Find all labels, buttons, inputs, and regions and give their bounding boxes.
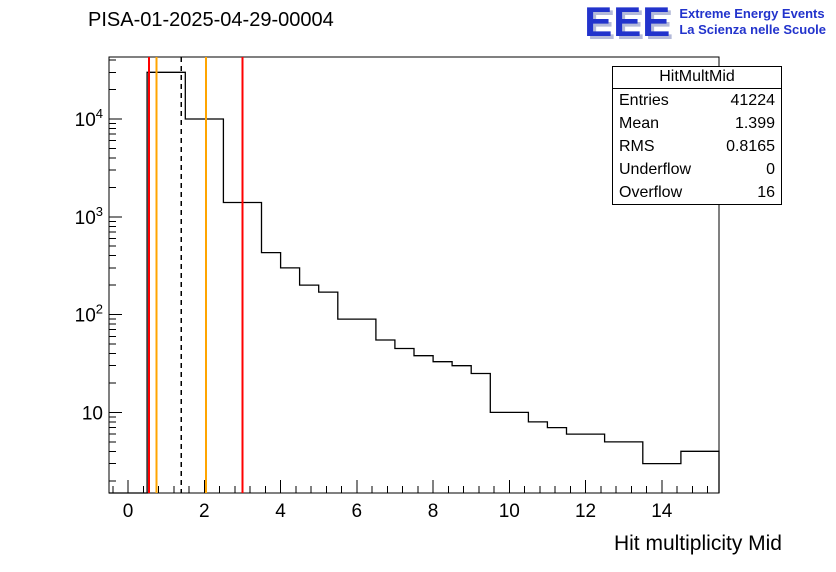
eee-logo-subtitles: Extreme Energy Events La Scienza nelle S…: [679, 2, 826, 38]
stats-title: HitMultMid: [613, 67, 781, 89]
logo-subtitle-1: Extreme Energy Events: [679, 6, 825, 21]
y-tick-label: 103: [75, 204, 103, 229]
x-tick-label: 2: [199, 501, 210, 522]
eee-logo-text: EEE: [584, 0, 672, 45]
stats-row: Entries 41224: [613, 89, 781, 112]
stats-value: 0: [766, 160, 775, 178]
stats-value: 41224: [730, 91, 776, 109]
stats-value: 0.8165: [726, 137, 775, 155]
stats-row: Underflow 0: [613, 158, 781, 181]
y-tick-label: 10: [82, 403, 103, 424]
y-tick-label: 102: [75, 302, 103, 327]
stats-box: HitMultMid Entries 41224 Mean 1.399 RMS 0.816…: [612, 66, 782, 205]
stats-rows: Entries 41224 Mean 1.399 RMS 0.8165 Underflow 0…: [613, 89, 781, 204]
stats-row: RMS 0.8165: [613, 135, 781, 158]
x-axis-title: Hit multiplicity Mid: [613, 532, 782, 555]
eee-logo: EEE Extreme Energy Events La Scienza nel…: [584, 0, 826, 45]
x-tick-label: 6: [352, 501, 363, 522]
stats-value: 16: [757, 183, 775, 201]
logo-subtitle-2: La Scienza nelle Scuole: [679, 22, 826, 37]
plot-frame: [108, 56, 720, 494]
x-tick-label: 14: [651, 501, 673, 522]
stats-label: RMS: [619, 137, 655, 155]
stats-label: Underflow: [619, 160, 692, 178]
plot-title: PISA-01-2025-04-29-00004: [88, 9, 334, 31]
histogram-line: [109, 71, 720, 494]
stats-label: Mean: [619, 114, 660, 132]
x-tick-label: 4: [275, 501, 286, 522]
stats-row: Overflow 16: [613, 181, 781, 204]
stats-row: Mean 1.399: [613, 112, 781, 135]
x-tick-label: 8: [428, 501, 439, 522]
x-tick-label: 10: [499, 501, 520, 522]
x-tick-label: 0: [123, 501, 134, 522]
y-tick-label: 104: [75, 106, 103, 131]
stats-label: Overflow: [619, 183, 683, 201]
stats-value: 1.399: [734, 114, 775, 132]
stats-label: Entries: [619, 91, 669, 109]
x-tick-label: 12: [575, 501, 596, 522]
